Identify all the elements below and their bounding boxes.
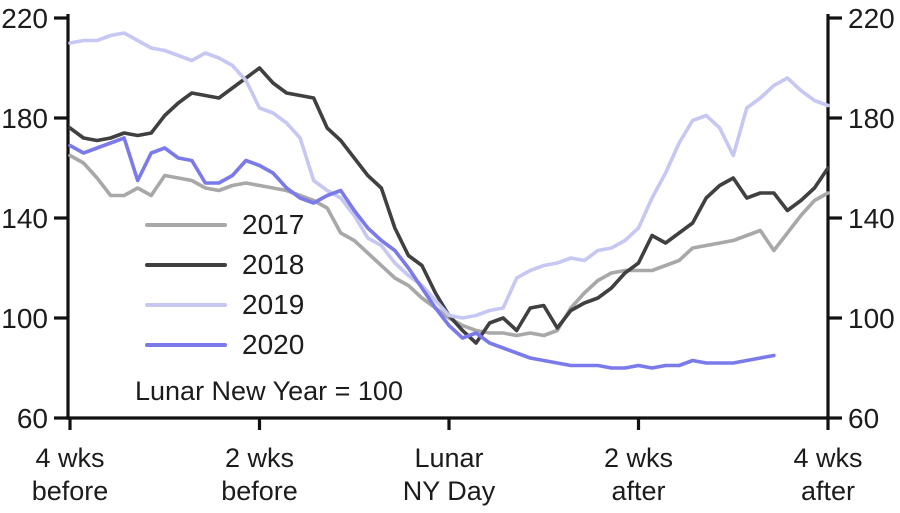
legend-line-swatch	[145, 263, 227, 267]
y-tick-label-right: 100	[848, 303, 895, 334]
legend-label: 2017	[242, 209, 305, 240]
legend-item-2019: 2019	[145, 285, 304, 325]
x-tick-label: 2 wks	[604, 443, 673, 473]
y-tick-label-left: 220	[1, 3, 48, 34]
x-tick-label: 2 wks	[225, 443, 294, 473]
y-tick-label-left: 180	[1, 103, 48, 134]
x-tick-label: before	[221, 476, 298, 506]
x-tick-label: after	[611, 476, 665, 506]
series-line-2020	[68, 136, 776, 370]
index-base-note: Lunar New Year = 100	[135, 376, 403, 406]
y-tick-label-right: 220	[848, 3, 895, 34]
series-line-2019	[68, 31, 830, 320]
legend-label: 2020	[242, 329, 305, 360]
x-tick-label: 4 wks	[35, 443, 104, 473]
x-tick-label: NY Day	[403, 476, 496, 506]
y-tick-label-left: 100	[1, 303, 48, 334]
y-tick-label-left: 60	[17, 403, 48, 434]
y-tick-label-right: 60	[848, 403, 879, 434]
chart-legend: 2017 2018 2019 2020	[145, 205, 304, 365]
legend-label: 2019	[242, 289, 305, 320]
legend-item-2018: 2018	[145, 245, 304, 285]
x-tick-label: Lunar	[414, 443, 483, 473]
y-tick-label-right: 180	[848, 103, 895, 134]
y-tick-label-right: 140	[848, 203, 895, 234]
legend-line-swatch	[145, 303, 227, 307]
legend-item-2017: 2017	[145, 205, 304, 245]
legend-line-swatch	[145, 343, 227, 347]
x-tick-label: before	[32, 476, 109, 506]
legend-label: 2018	[242, 249, 305, 280]
y-tick-label-left: 140	[1, 203, 48, 234]
x-tick-label: 4 wks	[793, 443, 862, 473]
legend-item-2020: 2020	[145, 325, 304, 365]
legend-line-swatch	[145, 223, 227, 227]
x-tick-label: after	[801, 476, 855, 506]
